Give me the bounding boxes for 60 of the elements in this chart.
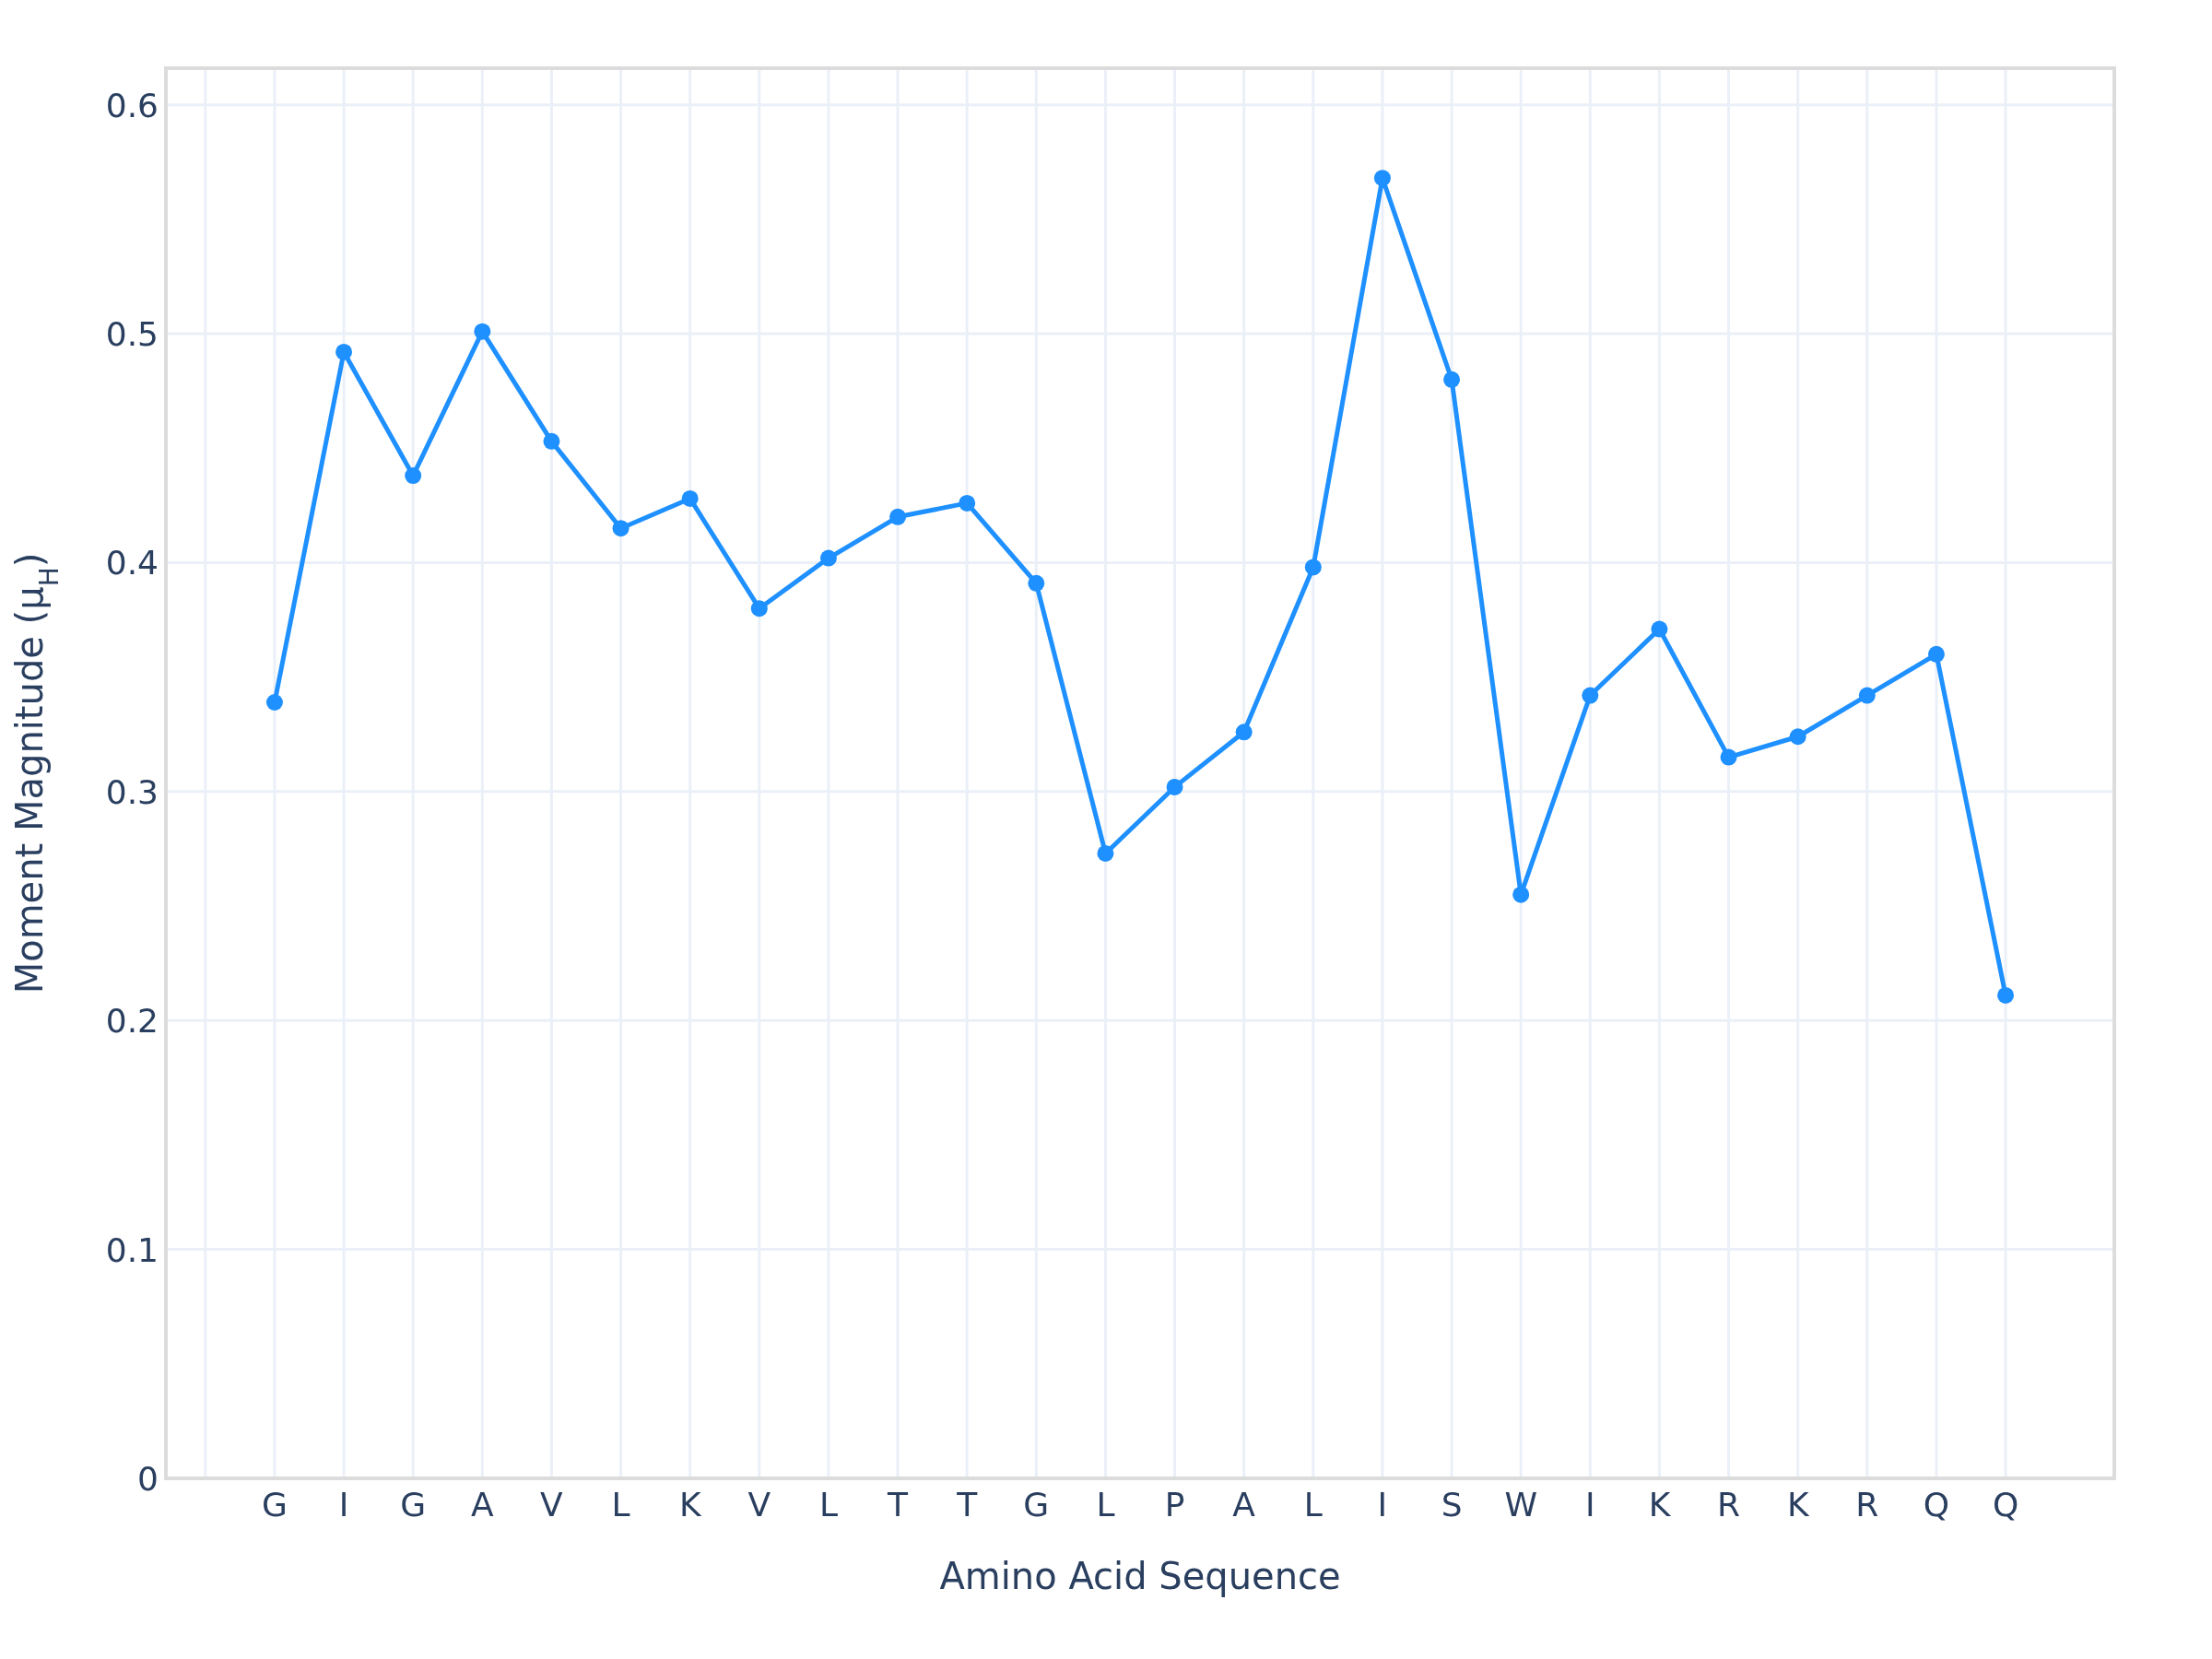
point	[959, 494, 976, 512]
x-tick-label: I	[1585, 1486, 1595, 1524]
point	[612, 520, 629, 537]
point	[1720, 748, 1737, 766]
x-tick-label: R	[1855, 1486, 1879, 1524]
x-tick-label: A	[471, 1486, 494, 1524]
x-tick-label: V	[747, 1486, 771, 1524]
point	[1582, 687, 1599, 704]
x-tick-label: S	[1441, 1486, 1463, 1524]
point	[474, 323, 491, 340]
x-tick-label: L	[1303, 1486, 1323, 1524]
x-tick-label: K	[678, 1486, 702, 1524]
point	[1651, 620, 1668, 638]
point	[1028, 574, 1045, 592]
y-tick-label: 0.5	[105, 315, 159, 354]
point	[1373, 170, 1391, 187]
point	[1997, 986, 2015, 1004]
point	[1858, 687, 1876, 704]
point	[1304, 559, 1322, 576]
x-tick-label: G	[261, 1486, 288, 1524]
x-tick-label: I	[338, 1486, 349, 1524]
y-tick-label: 0	[137, 1460, 159, 1498]
x-tick-label: T	[887, 1486, 910, 1524]
y-tick-label: 0.2	[105, 1002, 159, 1041]
x-tick-label: A	[1232, 1486, 1256, 1524]
x-tick-label: L	[1096, 1486, 1115, 1524]
y-tick-label: 0.3	[105, 772, 159, 811]
point	[335, 343, 353, 360]
y-tick-label: 0.6	[105, 86, 159, 124]
x-tick-label: G	[1023, 1486, 1050, 1524]
x-axis-title: Amino Acid Sequence	[939, 1555, 1341, 1597]
point	[889, 508, 907, 525]
x-tick-label: L	[611, 1486, 630, 1524]
point	[265, 694, 283, 711]
x-tick-label: K	[1648, 1486, 1672, 1524]
x-tick-label: I	[1377, 1486, 1388, 1524]
x-tick-label: Q	[1992, 1486, 2019, 1524]
point	[819, 549, 837, 567]
x-tick-label: Q	[1923, 1486, 1950, 1524]
y-tick-label: 0.4	[105, 544, 159, 582]
point	[1927, 645, 1945, 663]
point	[543, 432, 560, 450]
x-tick-label: P	[1164, 1486, 1185, 1524]
point	[1789, 728, 1806, 746]
point	[1443, 371, 1461, 388]
x-tick-label: G	[400, 1486, 427, 1524]
point	[1097, 844, 1114, 862]
x-tick-label: W	[1504, 1486, 1537, 1524]
x-tick-label: V	[540, 1486, 564, 1524]
point	[1235, 724, 1253, 741]
x-tick-label: T	[956, 1486, 979, 1524]
x-tick-label: L	[818, 1486, 838, 1524]
point	[405, 467, 422, 485]
point	[681, 489, 699, 507]
point	[750, 600, 768, 618]
point	[1512, 886, 1530, 903]
y-tick-label: 0.1	[105, 1230, 159, 1269]
x-tick-label: R	[1717, 1486, 1741, 1524]
x-tick-label: K	[1786, 1486, 1810, 1524]
point	[1166, 778, 1183, 795]
